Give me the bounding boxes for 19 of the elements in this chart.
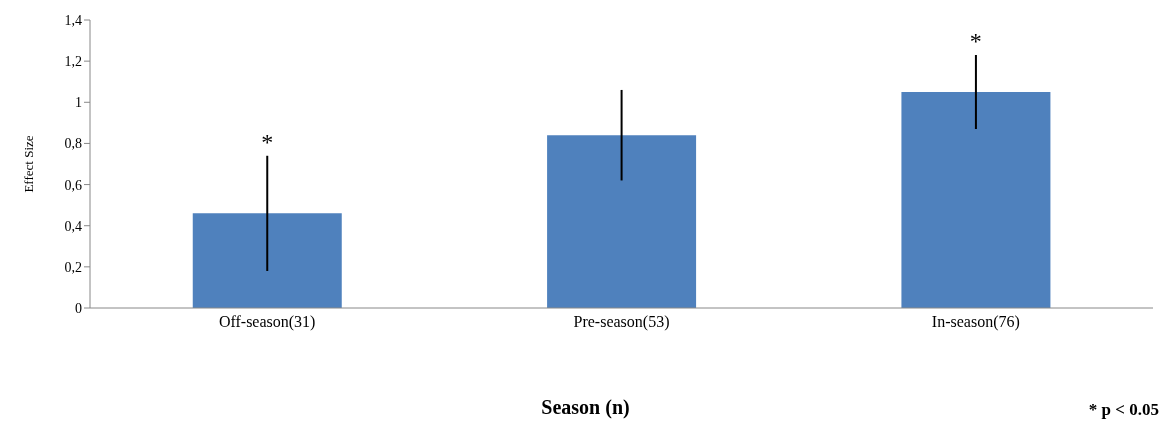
x-tick-label: Off-season(31) bbox=[218, 313, 316, 332]
y-axis-title: Effect Size bbox=[20, 135, 36, 193]
text: * p < 0.05 bbox=[1088, 400, 1159, 420]
x-tick-label: Pre-season(53) bbox=[573, 313, 670, 332]
annotation: * bbox=[261, 128, 274, 155]
y-tick-label: 0,8 bbox=[64, 136, 82, 152]
annotation: * bbox=[969, 27, 982, 54]
y-tick-label: 0,2 bbox=[64, 259, 82, 275]
y-tick-label: 0,6 bbox=[64, 177, 82, 193]
bar bbox=[901, 92, 1051, 308]
x-axis-title: Season (n) bbox=[541, 396, 630, 418]
x-tick-label: In-season(76) bbox=[931, 313, 1020, 332]
y-tick-label: 1,4 bbox=[64, 12, 82, 28]
y-tick-label: 1 bbox=[75, 95, 82, 111]
y-tick-label: 1,2 bbox=[64, 54, 82, 70]
bar bbox=[192, 213, 342, 308]
bar bbox=[547, 135, 697, 308]
y-tick-label: 0,4 bbox=[64, 218, 82, 234]
y-tick-label: 0 bbox=[75, 300, 82, 316]
